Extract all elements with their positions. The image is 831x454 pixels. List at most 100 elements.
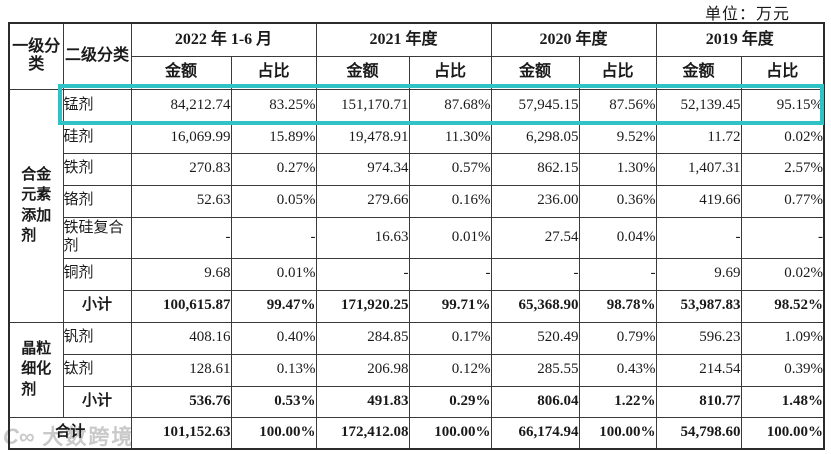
cell-value: 0.01% (230, 257, 317, 291)
cell-value: 0.40% (230, 321, 317, 355)
period-header-2021: 2021 年度 (315, 22, 492, 57)
table-row-iron-silicon-compound: 铁硅复合剂 - - 16.63 0.01% 27.54 0.04% - - (9, 216, 825, 259)
cell-value: 236.00 (490, 184, 580, 218)
ratio-header-2019: 占比 (740, 55, 825, 90)
row-label: 钛剂 (62, 353, 132, 387)
cell-value: 9.52% (578, 121, 657, 154)
cell-value: 1.22% (578, 385, 657, 418)
cell-value: 27.54 (490, 216, 580, 259)
col-header-level2: 二级分类 (62, 22, 132, 90)
cell-value: 99.71% (408, 289, 492, 323)
cell-value: 16,069.99 (130, 121, 232, 154)
cell-value: 0.01% (408, 216, 492, 259)
cell-value: 9.69 (655, 257, 742, 291)
cell-value: 95.15% (740, 88, 825, 123)
cell-value: 99.47% (230, 289, 317, 323)
cell-value: - (578, 257, 657, 291)
cell-value: 0.79% (578, 321, 657, 355)
table-row-titanium: 钛剂 128.61 0.13% 206.98 0.12% 285.55 0.43… (9, 353, 825, 387)
total-label: 合计 (8, 416, 132, 450)
cell-value: 100,615.87 (130, 289, 232, 323)
cell-value: 87.56% (578, 88, 657, 123)
cell-value: 1.09% (740, 321, 825, 355)
cell-value: 100.00% (408, 416, 492, 450)
cell-value: 128.61 (130, 353, 232, 387)
period-header-2019: 2019 年度 (655, 22, 825, 57)
cell-value: 810.77 (655, 385, 742, 418)
cell-value: 0.16% (408, 184, 492, 218)
table-row-silicon: 硅剂 16,069.99 15.89% 19,478.91 11.30% 6,2… (9, 121, 825, 154)
cell-value: 536.76 (130, 385, 232, 418)
cell-value: 419.66 (655, 184, 742, 218)
cell-value: 520.49 (490, 321, 580, 355)
cell-value: 0.27% (230, 152, 317, 186)
cell-value: 284.85 (315, 321, 410, 355)
cell-value: 53,987.83 (655, 289, 742, 323)
cell-value: 206.98 (315, 353, 410, 387)
ratio-header-2020: 占比 (578, 55, 657, 90)
table-row-subtotal-grain: 小计 536.76 0.53% 491.83 0.29% 806.04 1.22… (9, 385, 825, 418)
cell-value: 66,174.94 (490, 416, 580, 450)
cell-value: 806.04 (490, 385, 580, 418)
cell-value: 172,412.08 (315, 416, 410, 450)
cell-value: 9.68 (130, 257, 232, 291)
row-label: 铁剂 (62, 152, 132, 186)
row-label: 锰剂 (62, 88, 132, 123)
row-label: 铜剂 (62, 257, 132, 291)
cell-value: 0.13% (230, 353, 317, 387)
cell-value: 54,798.60 (655, 416, 742, 450)
cell-value: 1.30% (578, 152, 657, 186)
group-label-grain-refiners: 晶粒细化剂 (8, 321, 64, 418)
cell-value: 57,945.15 (490, 88, 580, 123)
cell-value: 0.43% (578, 353, 657, 387)
cell-value: 2.57% (740, 152, 825, 186)
row-label: 铁硅复合剂 (62, 216, 132, 259)
period-header-2020: 2020 年度 (490, 22, 657, 57)
cell-value: 285.55 (490, 353, 580, 387)
cell-value: 0.39% (740, 353, 825, 387)
ratio-header-2022: 占比 (230, 55, 317, 90)
cell-value: - (490, 257, 580, 291)
group-label-alloy-additives: 合金元素添加剂 (8, 88, 64, 323)
cell-value: - (230, 216, 317, 259)
cell-value: 6,298.05 (490, 121, 580, 154)
cell-value: 151,170.71 (315, 88, 410, 123)
unit-label: 单位：万元 (704, 6, 790, 23)
cell-value: 0.02% (740, 121, 825, 154)
col-header-level1: 一级分类 (8, 22, 64, 90)
cell-value: 171,920.25 (315, 289, 410, 323)
table-row-total: 合计 101,152.63 100.00% 172,412.08 100.00%… (8, 416, 825, 450)
cell-value: 100.00% (578, 416, 657, 450)
cell-value: 1.48% (740, 385, 825, 418)
period-header-2022: 2022 年 1-6 月 (130, 22, 317, 57)
header-row-measures: 金额 占比 金额 占比 金额 占比 金额 占比 (9, 55, 825, 90)
header-row-periods: 一级分类 二级分类 2022 年 1-6 月 2021 年度 2020 年度 2… (8, 22, 825, 90)
table-row-subtotal-alloy: 小计 100,615.87 99.47% 171,920.25 99.71% 6… (9, 289, 825, 323)
cell-value: 65,368.90 (490, 289, 580, 323)
cell-value: 0.05% (230, 184, 317, 218)
amount-header-2019: 金额 (655, 55, 742, 90)
subtotal-label: 小计 (62, 385, 132, 418)
cell-value: 52,139.45 (655, 88, 742, 123)
subtotal-label: 小计 (62, 289, 132, 323)
ratio-header-2021: 占比 (408, 55, 492, 90)
cell-value: 1,407.31 (655, 152, 742, 186)
amount-header-2020: 金额 (490, 55, 580, 90)
cell-value: 0.29% (408, 385, 492, 418)
cell-value: 0.04% (578, 216, 657, 259)
cell-value: 52.63 (130, 184, 232, 218)
cell-value: 0.02% (740, 257, 825, 291)
cell-value: 0.53% (230, 385, 317, 418)
cell-value: 0.36% (578, 184, 657, 218)
cell-value: - (408, 257, 492, 291)
cell-value: 279.66 (315, 184, 410, 218)
cell-value: 596.23 (655, 321, 742, 355)
cell-value: 83.25% (230, 88, 317, 123)
cell-value: 0.17% (408, 321, 492, 355)
cell-value: 98.52% (740, 289, 825, 323)
cell-value: 84,212.74 (130, 88, 232, 123)
cell-value: 100.00% (740, 416, 825, 450)
cell-value: 0.57% (408, 152, 492, 186)
cell-value: - (315, 257, 410, 291)
cell-value: 15.89% (230, 121, 317, 154)
